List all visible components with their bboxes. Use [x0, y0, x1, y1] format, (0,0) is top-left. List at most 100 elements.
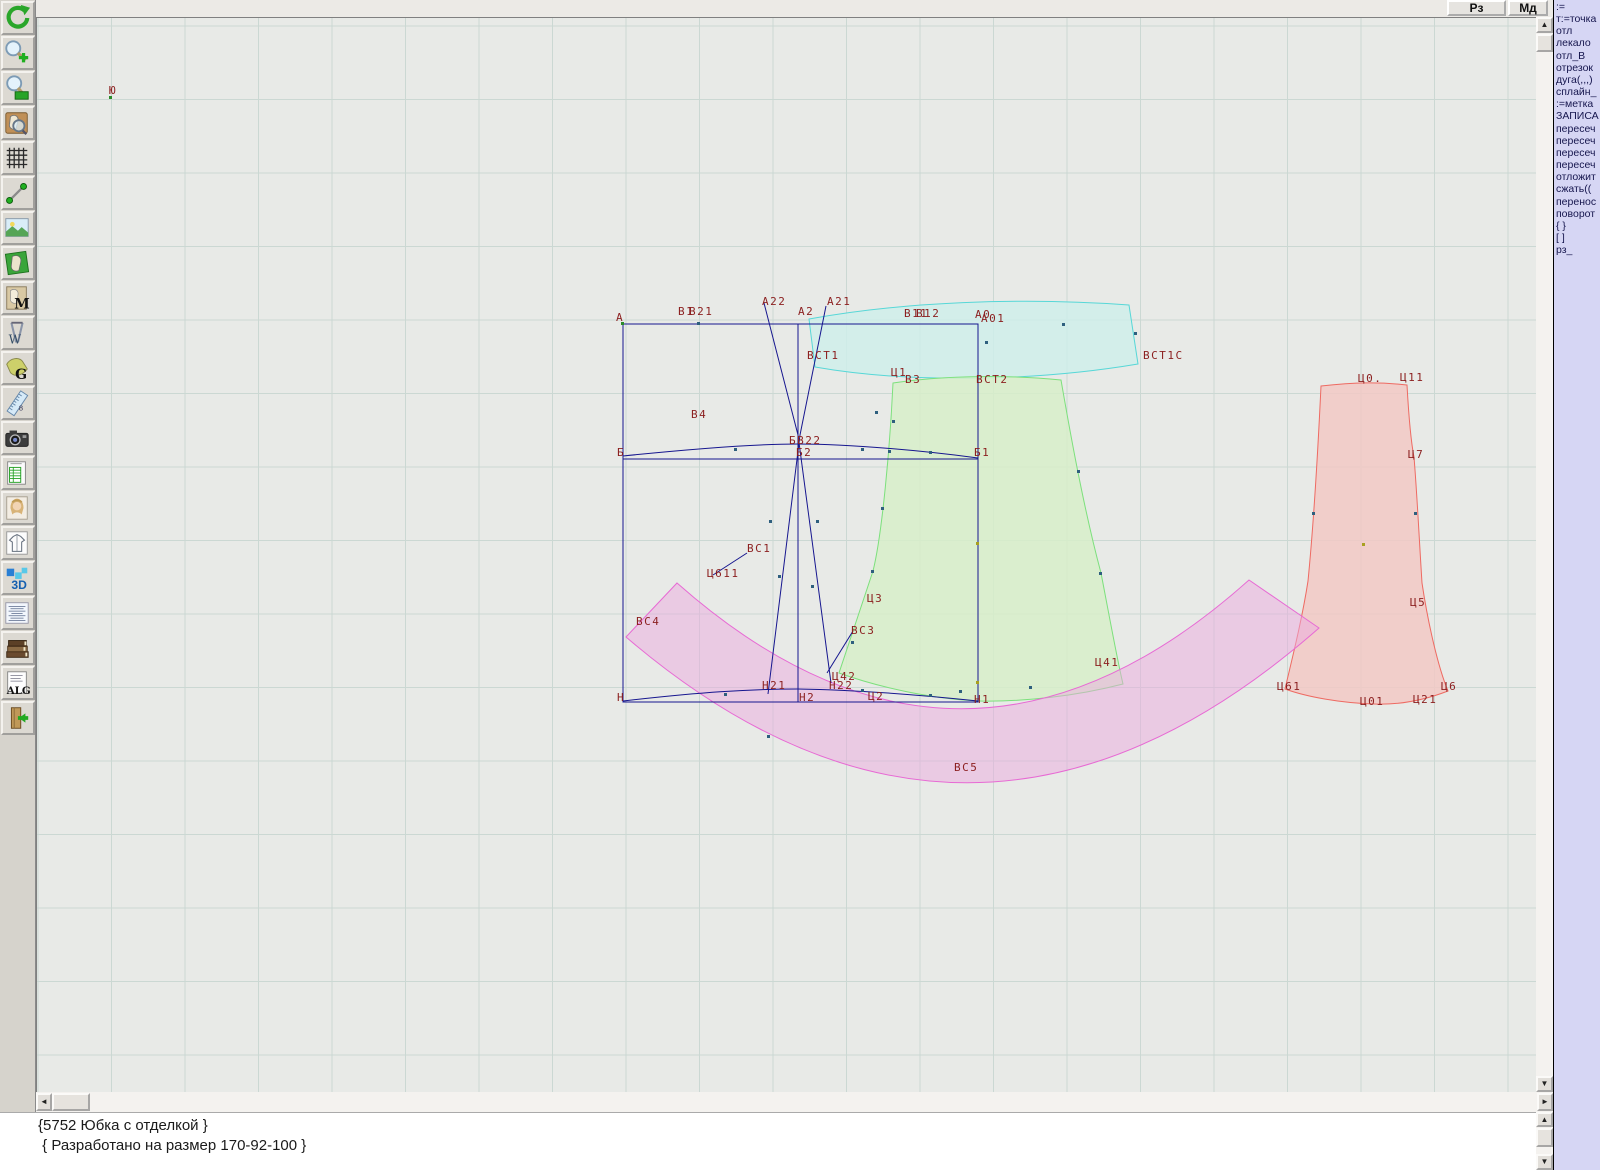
measure-button[interactable] [1, 176, 35, 210]
sketch-icon [6, 531, 28, 555]
zoom-in-button[interactable] [1, 36, 35, 70]
pattern-label: Б [617, 446, 626, 459]
alg-button[interactable]: ALG [1, 666, 35, 700]
pattern-label: Н2 [799, 691, 816, 704]
waistband-piece[interactable] [808, 300, 1139, 379]
status-vertical-scrollbar[interactable]: ▲ ▼ [1536, 1112, 1553, 1170]
md-button[interactable]: Мд [1508, 0, 1548, 16]
books-button[interactable] [1, 631, 35, 665]
command-line: сжать(( [1556, 183, 1592, 196]
scroll-up-icon[interactable]: ▲ [1536, 17, 1553, 33]
pattern-label: Ц42 [832, 670, 857, 683]
ruler-button[interactable]: 8 [1, 386, 35, 420]
status-scroll-thumb[interactable] [1536, 1128, 1553, 1147]
camera-icon [5, 430, 29, 447]
scroll-down-icon[interactable]: ▼ [1536, 1076, 1553, 1092]
text-doc-icon [5, 602, 29, 624]
status-scroll-down-icon[interactable]: ▼ [1536, 1154, 1553, 1170]
pattern-label: А01 [981, 312, 1006, 325]
canvas-horizontal-scrollbar[interactable]: ◄ ► [36, 1092, 1553, 1112]
draft-lines [622, 302, 979, 703]
rz-button[interactable]: Рз [1447, 0, 1506, 16]
image-button[interactable] [1, 211, 35, 245]
spec-table-button[interactable] [1, 456, 35, 490]
pattern-label: В4 [691, 408, 708, 421]
hscroll-thumb[interactable] [52, 1093, 90, 1111]
svg-text:8: 8 [19, 403, 23, 412]
exit-icon [10, 707, 29, 729]
pattern-label: Ц7 [1408, 448, 1425, 461]
vscroll-thumb[interactable] [1536, 34, 1553, 52]
command-line: сплайн_ [1556, 86, 1597, 99]
scroll-right-icon[interactable]: ► [1537, 1093, 1553, 1111]
measure-icon [6, 183, 27, 204]
piece-button[interactable] [1, 246, 35, 280]
pattern-label: А22 [762, 295, 787, 308]
grid-button[interactable] [1, 141, 35, 175]
svg-text:3D: 3D [11, 578, 27, 592]
hip-curve [622, 443, 979, 459]
base-rectangle [622, 323, 979, 703]
view3d-icon: 3D [6, 567, 28, 592]
view3d-button[interactable]: 3D [1, 561, 35, 595]
command-line: { } [1556, 219, 1566, 232]
pattern-label: Н21 [762, 679, 787, 692]
drawing-canvas[interactable]: Ю А В1 В21 А22 А2 А21 В11 В12 А0 А01 ВСТ1 ВСТ1С Ц1 В3 В… [36, 17, 1536, 1092]
canvas-vertical-scrollbar[interactable]: ▲ ▼ [1536, 17, 1553, 1092]
text-doc-button[interactable] [1, 596, 35, 630]
svg-text:M: M [14, 296, 30, 312]
zoom-out-button[interactable] [1, 71, 35, 105]
status-scroll-up-icon[interactable]: ▲ [1536, 1112, 1553, 1127]
pattern-label: Ц6 [1441, 680, 1458, 693]
pattern-labels: Ю А В1 В21 А22 А2 А21 В11 В12 А0 А01 ВСТ1 ВСТ1С Ц1 В3 В… [37, 18, 1536, 1092]
pattern-m-button[interactable]: M [1, 281, 35, 315]
pattern-label: Ю [109, 84, 118, 97]
pattern-label: ВС5 [954, 761, 979, 774]
command-line: т:=точка [1556, 13, 1597, 26]
ruler-icon: 8 [6, 390, 29, 417]
pattern-label: Н22 [829, 679, 854, 692]
sketch-button[interactable] [1, 526, 35, 560]
pattern-label: В12 [916, 307, 941, 320]
redraw-icon [6, 4, 31, 29]
command-line: дуга(,,,) [1556, 73, 1593, 86]
alg-icon: ALG [6, 671, 31, 697]
command-panel[interactable]: := т:=точка отл лекало отл_В отрезок дуга(,,,)… [1553, 0, 1600, 1170]
side-piece[interactable] [1284, 382, 1449, 705]
model-photo-button[interactable] [1, 491, 35, 525]
drafting-button[interactable]: W [1, 316, 35, 350]
pattern-label: А2 [798, 305, 815, 318]
svg-text:ALG: ALG [6, 685, 31, 697]
command-line: отрезок [1556, 61, 1593, 74]
pattern-g-button[interactable]: G [1, 351, 35, 385]
spec-table-icon [7, 461, 26, 485]
toolbar: M W G 8 3D ALG [0, 0, 36, 1112]
command-line: поворот [1556, 207, 1596, 220]
zoom-fragment-icon [5, 112, 28, 136]
scroll-left-icon[interactable]: ◄ [36, 1093, 52, 1111]
svg-text:G: G [15, 367, 27, 382]
pattern-label: В1 [678, 305, 695, 318]
pattern-label: Ц11 [1400, 371, 1425, 384]
command-line: [ ] [1556, 231, 1565, 244]
flounce-piece[interactable] [626, 580, 1319, 783]
command-line: ЗАПИСА [1556, 110, 1599, 123]
command-line: :=метка [1556, 98, 1594, 111]
command-line: отложит [1556, 171, 1596, 184]
exit-button[interactable] [1, 701, 35, 735]
grid-icon [6, 147, 28, 169]
camera-button[interactable] [1, 421, 35, 455]
flounce-outline [625, 579, 1320, 784]
pattern-label: Ц3 [867, 592, 884, 605]
svg-text:W: W [9, 332, 22, 346]
pattern-label: В21 [689, 305, 714, 318]
command-line: пересеч [1556, 122, 1596, 135]
pattern-label: ВСТ1 [807, 349, 840, 362]
command-line: пересеч [1556, 134, 1596, 147]
command-line: := [1556, 1, 1566, 13]
pattern-label: ВС4 [636, 615, 661, 628]
redraw-button[interactable] [1, 1, 35, 35]
zoom-fragment-button[interactable] [1, 106, 35, 140]
command-line: перенос [1556, 195, 1597, 208]
